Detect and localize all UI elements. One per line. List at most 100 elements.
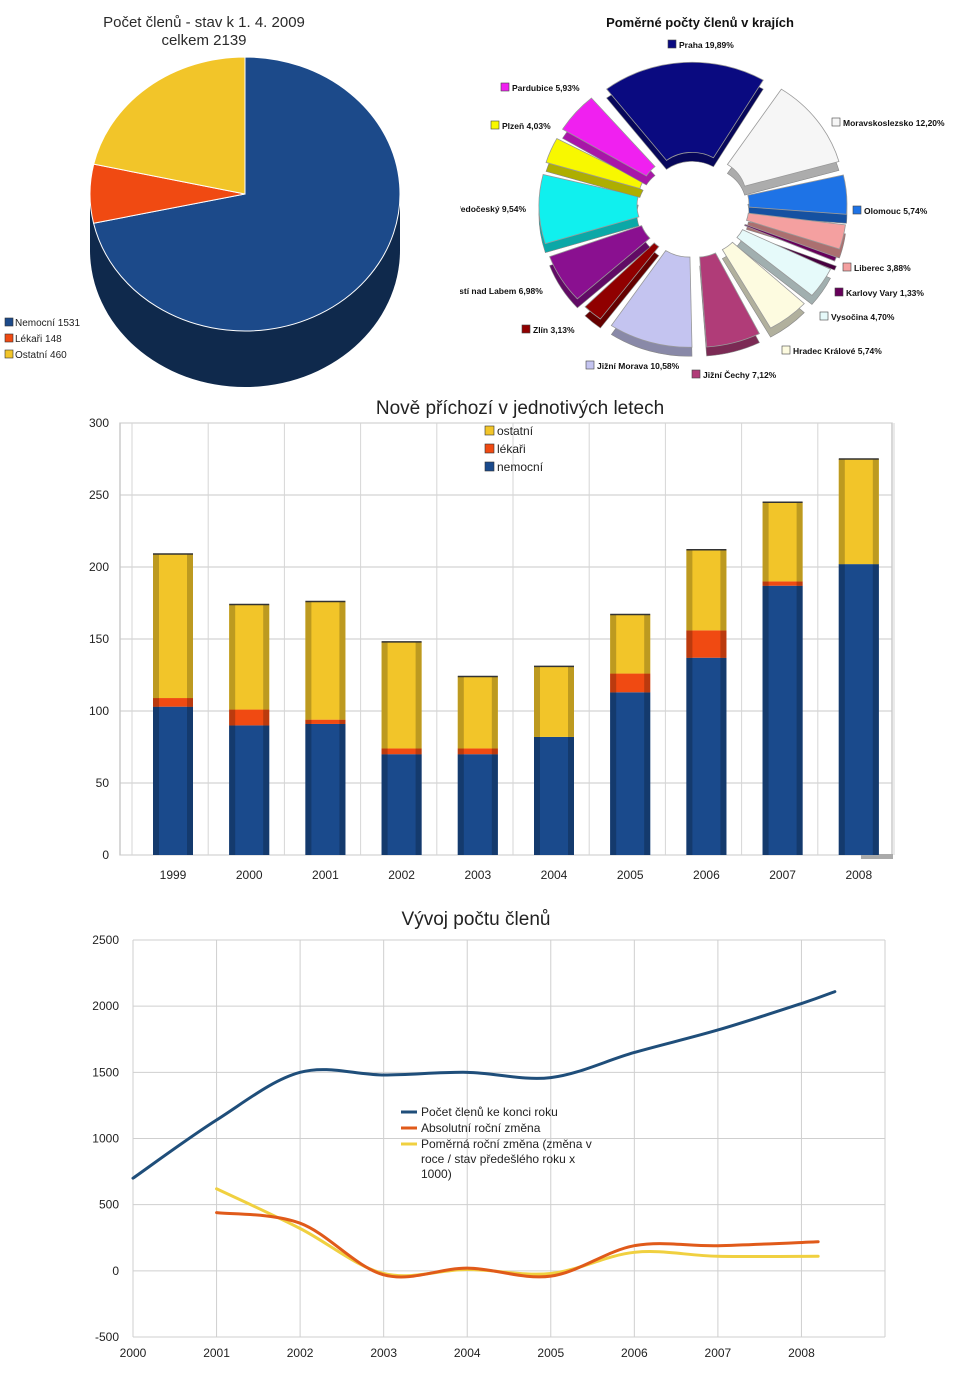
- regions-pie-chart: Poměrné počty členů v krajích Praha 19,8…: [460, 15, 945, 380]
- pie2-slice-vysocina: [736, 229, 832, 296]
- pie2-slice-stredocesky: [538, 173, 640, 245]
- bar-segment-lekari: [686, 630, 727, 658]
- bar-x-tick-label: 2005: [617, 868, 644, 882]
- bar-x-tick-label: 2006: [693, 868, 720, 882]
- bar-legend-label: lékaři: [497, 442, 526, 456]
- pie2-slice-label: Plzeň 4,03%: [502, 121, 551, 131]
- bar-y-tick-label: 300: [89, 416, 109, 430]
- bar-segment-nemocni: [838, 564, 879, 855]
- line-y-tick-label: -500: [95, 1330, 119, 1344]
- pie2-label-swatch: [852, 205, 862, 215]
- bar-x-tick-label: 2000: [236, 868, 263, 882]
- bar-segment-ostatni: [229, 604, 270, 710]
- pie1-slice-nemocni: [92, 56, 401, 332]
- line-series-absolutni-rocni-zmena: [215, 1211, 820, 1279]
- pie2-label-swatch: [781, 345, 791, 355]
- pie1-subtitle: celkem 2139: [161, 32, 246, 49]
- line-y-tick-label: 500: [99, 1198, 119, 1212]
- pie2-slice-label: Zlín 3,13%: [533, 325, 575, 335]
- pie2-slice-label: Jižní Morava 10,58%: [597, 361, 680, 371]
- pie2-label-swatch: [585, 360, 595, 370]
- line-x-tick-label: 2006: [621, 1346, 648, 1360]
- members-pie-chart: Počet členů - stav k 1. 4. 2009 celkem 2…: [4, 14, 401, 387]
- line-chart-title: Vývoj počtu členů: [402, 909, 551, 930]
- bar-segment-lekari: [153, 698, 193, 707]
- bar-x-tick-label: 2002: [388, 868, 415, 882]
- pie2-label-swatch: [819, 311, 829, 321]
- pie2-label-swatch: [842, 262, 852, 272]
- bar-segment-nemocni: [153, 706, 193, 855]
- pie1-legend-label: Lékaři 148: [15, 334, 62, 345]
- pie2-slice-label: Hradec Králové 5,74%: [793, 346, 882, 356]
- bar-x-tick-label: 2003: [464, 868, 491, 882]
- line-y-tick-label: 1500: [92, 1065, 119, 1079]
- bar-y-tick-label: 200: [89, 560, 109, 574]
- pie2-slice-label: Olomouc 5,74%: [864, 206, 928, 216]
- bar-segment-ostatni: [153, 554, 193, 699]
- pie2-slice-plzen: [545, 138, 644, 189]
- bar-segment-ostatni: [838, 459, 879, 565]
- pie1-legend-swatch: [4, 333, 14, 343]
- bar-segment-nemocni: [534, 736, 574, 855]
- pie2-slice-label: Ústí nad Labem 6,98%: [460, 285, 543, 296]
- pie1-title: Počet členů - stav k 1. 4. 2009: [103, 14, 305, 31]
- bar-segment-nemocni: [610, 692, 651, 855]
- pie2-slice-label: Liberec 3,88%: [854, 263, 911, 273]
- pie1-slice-ostatni: [93, 56, 246, 195]
- bar-segment-lekari: [457, 748, 498, 755]
- pie2-slice-liberec: [745, 212, 846, 250]
- bar-legend-swatch: [484, 461, 495, 472]
- line-series-pomerna-rocni-zmena-zmena-v-ro: [215, 1187, 820, 1278]
- bar-y-tick-label: 150: [89, 632, 109, 646]
- bar-segment-nemocni: [686, 657, 727, 855]
- bar-segment-ostatni: [534, 666, 574, 737]
- bar-segment-ostatni: [686, 549, 727, 631]
- pie1-legend-swatch: [4, 349, 14, 359]
- line-y-tick-label: 0: [112, 1264, 119, 1278]
- pie2-slice-label: Středočeský 9,54%: [460, 204, 526, 214]
- bar-y-tick-label: 0: [102, 848, 109, 862]
- bar-segment-ostatni: [305, 601, 346, 720]
- bar-segment-ostatni: [610, 614, 651, 674]
- line-x-tick-label: 2003: [370, 1346, 397, 1360]
- pie2-slice-moravskoslezsko: [726, 88, 840, 187]
- pie2-slice-jizni-cechy: [699, 252, 760, 348]
- line-series-pocet-clenu-ke-konci-roku: [131, 990, 837, 1180]
- bar-x-tick-label: 1999: [160, 868, 187, 882]
- line-legend-label: roce / stav předešlého roku x: [421, 1152, 575, 1166]
- line-x-tick-label: 2004: [454, 1346, 481, 1360]
- pie1-legend-label: Ostatní 460: [15, 350, 67, 361]
- pie2-slice-zlin: [584, 242, 660, 320]
- pie2-slice-pardubice: [561, 97, 656, 177]
- line-x-tick-label: 2000: [120, 1346, 147, 1360]
- line-legend-label: Absolutní roční změna: [421, 1121, 541, 1135]
- bar-y-tick-label: 250: [89, 488, 109, 502]
- pie2-slice-olomouc: [747, 174, 848, 215]
- line-y-tick-label: 2500: [92, 933, 119, 947]
- bar-segment-ostatni: [381, 641, 422, 749]
- bar-segment-nemocni: [381, 754, 422, 855]
- line-x-tick-label: 2001: [203, 1346, 230, 1360]
- pie2-slice-hradec-kralove: [721, 241, 805, 329]
- pie2-slice-label: Moravskoslezsko 12,20%: [843, 118, 945, 128]
- bar-x-tick-label: 2007: [769, 868, 796, 882]
- bar-segment-ostatni: [457, 676, 498, 749]
- pie2-label-swatch: [521, 324, 531, 334]
- pie2-slice-label: Vysočina 4,70%: [831, 312, 895, 322]
- line-x-tick-label: 2002: [287, 1346, 314, 1360]
- pie2-label-swatch: [834, 287, 844, 297]
- bar-segment-ostatni: [762, 502, 803, 582]
- bar-segment-nemocni: [229, 725, 270, 855]
- pie2-label-swatch: [667, 39, 677, 49]
- pie2-title: Poměrné počty členů v krajích: [606, 15, 794, 30]
- bar-legend-swatch: [484, 425, 495, 436]
- line-legend-label: 1000): [421, 1167, 452, 1181]
- bar-segment-nemocni: [762, 585, 803, 855]
- bar-legend-label: ostatní: [497, 424, 534, 438]
- line-x-tick-label: 2007: [705, 1346, 732, 1360]
- new-members-bar-chart: Nově příchozí v jednotivých letech 0 50 10…: [89, 398, 895, 882]
- pie2-slice-label: Jižní Čechy 7,12%: [703, 369, 777, 380]
- bar-segment-lekari: [610, 673, 651, 693]
- bar-segment-lekari: [762, 581, 803, 586]
- bar-x-tick-label: 2004: [541, 868, 568, 882]
